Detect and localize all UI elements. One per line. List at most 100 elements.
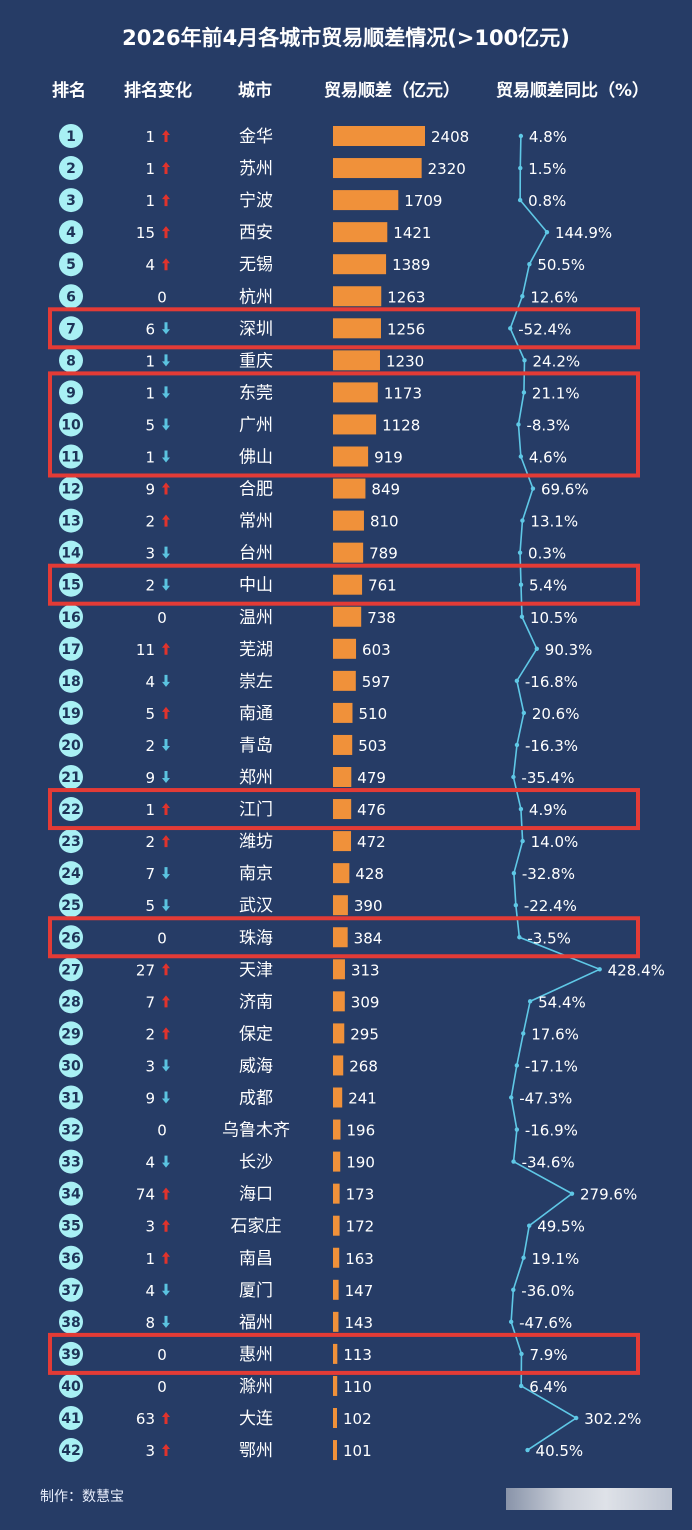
footer-credit: 制作：数慧宝: [40, 1489, 124, 1505]
surplus-bar: [333, 670, 356, 691]
highlight-box: [48, 371, 640, 478]
surplus-bar: [333, 927, 348, 948]
yoy-value-label: -52.4%: [518, 320, 571, 338]
rank-change-value: 1: [145, 192, 155, 210]
surplus-bar: [333, 638, 357, 659]
rank-number: 3: [66, 193, 76, 209]
rank-number: 7: [66, 321, 76, 337]
rank-badge: [59, 797, 83, 822]
yoy-value-label: -47.3%: [519, 1090, 572, 1108]
arrow-up-icon: [162, 194, 170, 207]
surplus-bar: [333, 158, 422, 179]
city-name: 厦门: [239, 1281, 273, 1301]
rank-badge: [59, 412, 83, 437]
rank-change-value: 2: [145, 513, 155, 531]
yoy-point: [521, 1255, 526, 1260]
rank-change-value: 5: [145, 897, 155, 915]
surplus-bar: [333, 1023, 345, 1044]
rank-badge: [59, 700, 83, 725]
yoy-point: [544, 229, 550, 235]
yoy-value-label: -22.4%: [524, 897, 577, 915]
yoy-point: [511, 1159, 516, 1164]
surplus-value-label: 163: [345, 1250, 374, 1268]
surplus-bar: [333, 1055, 344, 1076]
highlight-box: [48, 563, 640, 606]
yoy-point: [514, 1063, 520, 1068]
yoy-value-label: 14.0%: [531, 833, 579, 851]
yoy-point: [511, 1287, 516, 1293]
rank-change-value: 7: [145, 993, 155, 1011]
rank-change-value: 1: [145, 1250, 155, 1268]
yoy-point: [518, 165, 523, 171]
rank-badge: [59, 508, 83, 533]
surplus-value-label: 919: [374, 449, 403, 467]
yoy-point: [527, 262, 532, 267]
yoy-point: [517, 935, 522, 940]
yoy-point: [527, 999, 533, 1004]
city-name: 杭州: [239, 287, 273, 307]
rank-change-value: 8: [145, 1314, 155, 1332]
rank-change-value: 9: [145, 481, 155, 499]
city-name: 常州: [239, 512, 273, 532]
rank-number: 1: [66, 129, 76, 145]
yoy-point: [511, 870, 517, 876]
city-name: 金华: [239, 127, 273, 147]
rank-number: 11: [61, 450, 80, 466]
rank-change-value: 1: [145, 384, 155, 402]
rank-number: 39: [61, 1347, 80, 1363]
header-rank-change: 排名变化: [124, 81, 192, 101]
city-name: 鄂州: [239, 1441, 273, 1461]
arrow-up-icon: [162, 835, 170, 848]
rank-badge: [59, 1277, 83, 1302]
yoy-value-label: 20.6%: [532, 705, 580, 723]
rank-change-value: 4: [145, 256, 155, 274]
rank-badge: [59, 925, 83, 950]
yoy-value-label: -36.0%: [521, 1282, 574, 1300]
rank-badge: [59, 284, 83, 309]
rank-number: 40: [61, 1379, 81, 1395]
rank-badge: [59, 1021, 83, 1046]
surplus-value-label: 309: [351, 993, 380, 1011]
rank-badge: [59, 540, 83, 565]
rank-badge: [59, 604, 83, 629]
yoy-value-label: 40.5%: [536, 1442, 584, 1460]
rank-badge: [59, 188, 83, 213]
city-name: 南昌: [239, 1249, 273, 1269]
surplus-value-label: 503: [358, 737, 387, 755]
yoy-point: [511, 774, 516, 780]
yoy-point: [534, 646, 539, 651]
surplus-value-label: 390: [354, 897, 383, 915]
yoy-value-label: 428.4%: [608, 961, 665, 979]
rank-number: 30: [61, 1058, 81, 1074]
city-name: 南通: [239, 704, 273, 724]
rank-badge: [59, 765, 83, 789]
rank-badge: [59, 829, 83, 854]
rank-change-value: 1: [145, 352, 155, 370]
rank-number: 29: [61, 1026, 80, 1042]
rank-number: 14: [61, 546, 81, 562]
rank-change-value: 1: [145, 160, 155, 178]
city-name: 长沙: [239, 1153, 273, 1173]
surplus-bar: [333, 1215, 340, 1236]
surplus-value-label: 313: [351, 961, 380, 979]
rank-change-value: 0: [157, 929, 167, 947]
rank-badge: [59, 989, 83, 1014]
arrow-up-icon: [162, 514, 170, 527]
rank-badge: [59, 1406, 83, 1430]
arrow-up-icon: [162, 1027, 170, 1040]
surplus-value-label: 101: [343, 1442, 372, 1460]
highlight-box: [48, 916, 640, 959]
surplus-bar: [333, 254, 387, 275]
yoy-point: [569, 1191, 575, 1196]
rank-change-value: 0: [157, 1122, 167, 1140]
rank-change-value: 3: [145, 1057, 155, 1075]
surplus-value-label: 384: [354, 929, 383, 947]
yoy-point: [520, 294, 525, 299]
surplus-value-label: 510: [358, 705, 387, 723]
rank-number: 9: [66, 385, 76, 401]
yoy-value-label: 302.2%: [584, 1410, 641, 1428]
rank-change-value: 0: [157, 288, 167, 306]
rank-change-value: 2: [145, 1025, 155, 1043]
rank-badge: [59, 1438, 83, 1463]
rank-number: 25: [61, 898, 80, 914]
